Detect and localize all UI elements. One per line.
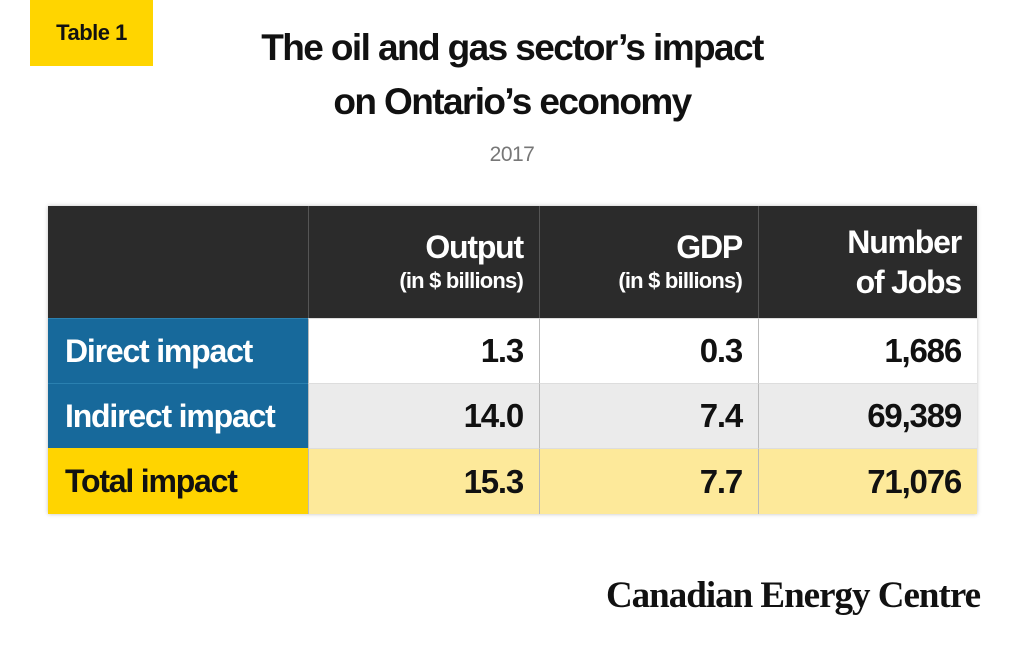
source: Canadian Energy Centre <box>605 575 981 616</box>
header-text: GDP <box>676 229 743 265</box>
header-text: Output <box>425 229 524 265</box>
title-line: on Ontario’s economy <box>333 81 692 122</box>
table-cell: 1,686 <box>758 318 977 383</box>
header-text: (in $ billions) <box>618 268 742 293</box>
badge: Table 1 <box>30 0 153 66</box>
column-header: Output (in $ billions) <box>308 206 539 318</box>
table-cell: 14.0 <box>308 383 539 448</box>
header-text: (in $ billions) <box>399 268 523 293</box>
row-label: Direct impact <box>48 318 308 383</box>
header-text: Number <box>847 224 962 260</box>
row-label: Total impact <box>48 448 308 514</box>
table-cell: 7.4 <box>539 383 758 448</box>
header-cell <box>48 206 308 318</box>
row-label: Indirect impact <box>48 383 308 448</box>
column-header: Number of Jobs <box>758 206 977 318</box>
title-line: The oil and gas sector’s impact <box>261 27 764 68</box>
table-cell: 71,076 <box>758 448 977 514</box>
header-text: of Jobs <box>855 264 963 300</box>
table-cell: 1.3 <box>308 318 539 383</box>
table-cell: 0.3 <box>539 318 758 383</box>
table: Output (in $ billions) GDP (in $ billions) N… <box>48 206 977 514</box>
table-cell: 69,389 <box>758 383 977 448</box>
subtitle: 2017 <box>489 143 535 166</box>
table-cell: 7.7 <box>539 448 758 514</box>
table-cell: 15.3 <box>308 448 539 514</box>
column-header: GDP (in $ billions) <box>539 206 758 318</box>
